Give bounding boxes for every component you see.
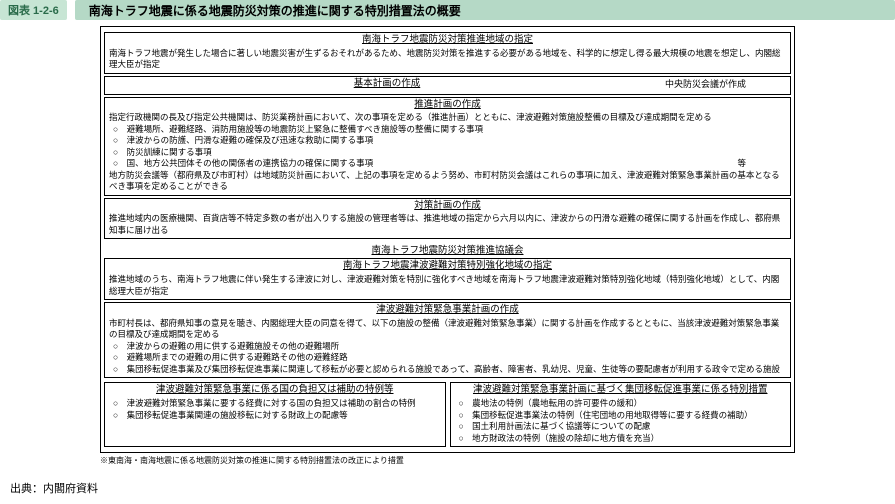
sec2-title: 基本計画の作成 中央防災会議が作成 <box>109 78 786 91</box>
section-promotion-plan: 推進計画の作成 指定行政機関の長及び指定公共機関は、防災業務計画において、次の事… <box>104 97 791 196</box>
section-relocation-measures: 津波避難対策緊急事業計画に基づく集団移転促進事業に係る特別措置 ○ 農地法の特例… <box>450 382 792 447</box>
bottom-row: 津波避難対策緊急事業に係る国の負担又は補助の特例等 ○ 津波避難対策緊急事業に要… <box>104 380 791 449</box>
sec3-body2: 地方防災会議等（都府県及び市町村）は地域防災計画において、上記の事項を定めるよう… <box>109 170 786 193</box>
figure-header: 図表 1-2-6 南海トラフ地震に係る地震防災対策の推進に関する特別措置法の概要 <box>0 0 895 20</box>
sec8-b1: ○ 農地法の特例（農地転用の許可要件の緩和） <box>455 398 787 409</box>
figure-tag: 図表 1-2-6 <box>0 0 67 20</box>
sec3-b3: ○ 防災訓練に関する事項 <box>109 147 786 158</box>
section-national-burden: 津波避難対策緊急事業に係る国の負担又は補助の特例等 ○ 津波避難対策緊急事業に要… <box>104 382 446 447</box>
source-citation: 出典：内閣府資料 <box>10 480 895 496</box>
footnote: ※東南海・南海地震に係る地震防災対策の推進に関する特別措置法の改正により措置 <box>100 455 795 466</box>
sec6-title: 津波避難対策緊急事業計画の作成 <box>109 304 786 317</box>
sec5-body: 推進地域のうち、南海トラフ地震に伴い発生する津波に対し、津波避難対策を特別に強化… <box>109 274 786 297</box>
sec7-b2: ○ 集団移転促進事業関連の施設移転に対する財政上の配慮等 <box>109 410 441 421</box>
sec4-title: 対策計画の作成 <box>109 200 786 213</box>
sec3-b4-text: ○ 国、地方公共団体その他の関係者の連携協力の確保に関する事項 <box>113 158 373 168</box>
sec6-intro: 市町村長は、都府県知事の意見を聴き、内閣総理大臣の同意を得て、以下の施設の整備（… <box>109 318 786 341</box>
sec8-b4: ○ 地方財政法の特例（施設の除却に地方債を充当） <box>455 433 787 444</box>
council-title: 南海トラフ地震防災対策推進協議会 <box>104 242 791 256</box>
sec2-note: 中央防災会議が作成 <box>665 78 746 90</box>
sec3-intro: 指定行政機関の長及び指定公共機関は、防災業務計画において、次の事項を定める（推進… <box>109 112 786 123</box>
sec6-b3: ○ 集団移転促進事業及び集団移転促進事業に関連して移転が必要と認められる施設であ… <box>109 364 786 375</box>
sec3-b4: ○ 国、地方公共団体その他の関係者の連携協力の確保に関する事項 等 <box>109 158 786 169</box>
sec6-b1: ○ 津波からの避難の用に供する避難施設その他の避難場所 <box>109 341 786 352</box>
sec7-title: 津波避難対策緊急事業に係る国の負担又は補助の特例等 <box>109 384 441 397</box>
section-emergency-plan: 津波避難対策緊急事業計画の作成 市町村長は、都府県知事の意見を聴き、内閣総理大臣… <box>104 302 791 378</box>
sec7-b1: ○ 津波避難対策緊急事業に要する経費に対する国の負担又は補助の割合の特例 <box>109 398 441 409</box>
sec8-title: 津波避難対策緊急事業計画に基づく集団移転促進事業に係る特別措置 <box>455 384 787 397</box>
figure-title: 南海トラフ地震に係る地震防災対策の推進に関する特別措置法の概要 <box>75 0 895 20</box>
section-special-area: 南海トラフ地震津波避難対策特別強化地域の指定 推進地域のうち、南海トラフ地震に伴… <box>104 258 791 300</box>
sec3-b1: ○ 避難場所、避難経路、消防用施設等の地震防災上緊急に整備すべき施設等の整備に関… <box>109 124 786 135</box>
section-basic-plan: 基本計画の作成 中央防災会議が作成 <box>104 76 791 95</box>
sec8-b3: ○ 国土利用計画法に基づく協議等についての配慮 <box>455 421 787 432</box>
sec8-b2: ○ 集団移転促進事業法の特例（住宅団地の用地取得等に要する経費の補助） <box>455 410 787 421</box>
sec3-title: 推進計画の作成 <box>109 99 786 112</box>
sec1-title: 南海トラフ地震防災対策推進地域の指定 <box>109 34 786 47</box>
sec3-tail: 等 <box>737 158 746 169</box>
sec2-title-text: 基本計画の作成 <box>354 78 421 89</box>
diagram-outer-box: 南海トラフ地震防災対策推進地域の指定 南海トラフ地震が発生した場合に著しい地震災… <box>100 26 795 453</box>
section-area-designation: 南海トラフ地震防災対策推進地域の指定 南海トラフ地震が発生した場合に著しい地震災… <box>104 32 791 74</box>
sec3-b2: ○ 津波からの防護、円滑な避難の確保及び迅速な救助に関する事項 <box>109 135 786 146</box>
section-countermeasure-plan: 対策計画の作成 推進地域内の医療機関、百貨店等不特定多数の者が出入りする施設の管… <box>104 198 791 240</box>
sec6-b2: ○ 避難場所までの避難の用に供する避難路その他の避難経路 <box>109 352 786 363</box>
sec5-title: 南海トラフ地震津波避難対策特別強化地域の指定 <box>109 260 786 273</box>
sec4-body: 推進地域内の医療機関、百貨店等不特定多数の者が出入りする施設の管理者等は、推進地… <box>109 213 786 236</box>
sec1-body: 南海トラフ地震が発生した場合に著しい地震災害が生ずるおそれがあるため、地震防災対… <box>109 48 786 71</box>
